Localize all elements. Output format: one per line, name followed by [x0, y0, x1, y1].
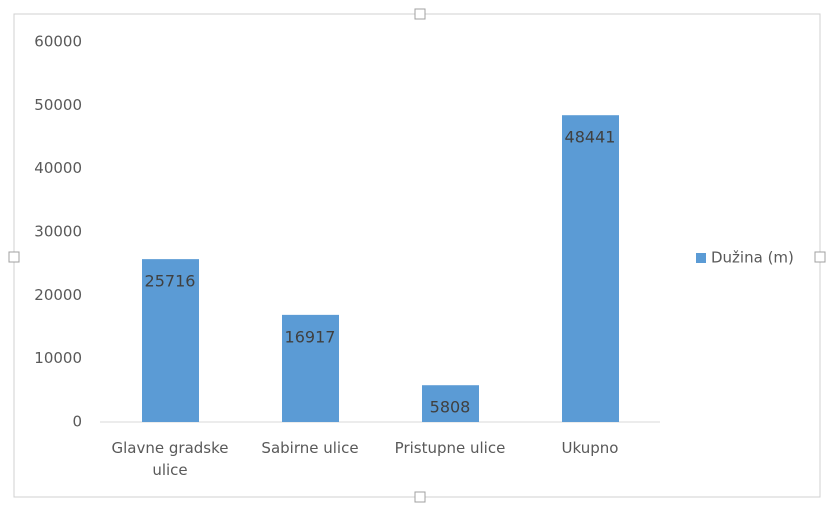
- bar: [562, 115, 619, 422]
- resize-handle[interactable]: [8, 251, 20, 263]
- data-label: 16917: [285, 327, 336, 346]
- x-tick-label: Glavne gradske ulice: [111, 439, 229, 479]
- bar: [422, 385, 479, 422]
- x-tick-label: Sabirne ulice: [261, 439, 359, 457]
- y-tick-label: 0: [72, 413, 82, 431]
- y-tick-label: 20000: [34, 286, 82, 304]
- resize-handle[interactable]: [814, 251, 826, 263]
- x-tick-label: Ukupno: [561, 439, 619, 457]
- data-label: 48441: [565, 128, 616, 147]
- bar: [142, 259, 199, 422]
- y-tick-label: 60000: [34, 33, 82, 51]
- y-tick-label: 50000: [34, 96, 82, 114]
- bar: [282, 314, 339, 422]
- y-tick-label: 40000: [34, 159, 82, 177]
- legend-label: Dužina (m): [711, 249, 794, 267]
- x-tick-label: Pristupne ulice: [394, 439, 506, 457]
- data-label: 5808: [430, 398, 471, 417]
- legend-swatch: [696, 253, 706, 263]
- resize-handle[interactable]: [414, 491, 426, 503]
- y-tick-label: 30000: [34, 223, 82, 241]
- y-tick-label: 10000: [34, 349, 82, 367]
- resize-handle[interactable]: [414, 8, 426, 20]
- data-label: 25716: [145, 272, 196, 291]
